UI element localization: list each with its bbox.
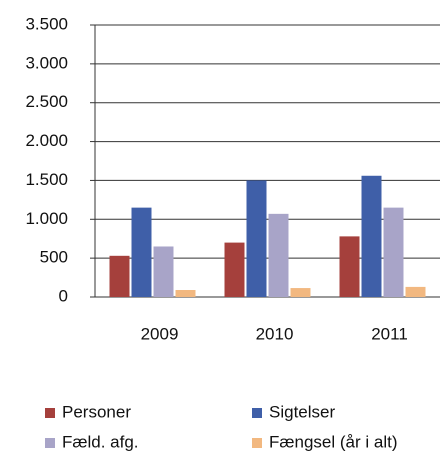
bar <box>224 242 245 297</box>
legend-marker <box>252 408 262 418</box>
legend-label: Personer <box>62 402 131 421</box>
y-tick-label: 3.000 <box>25 53 68 72</box>
bar <box>290 288 311 297</box>
legend-marker <box>252 438 262 448</box>
legend-label: Fængsel (år i alt) <box>269 432 397 451</box>
y-tick-label: 500 <box>40 248 68 267</box>
x-tick-label: 2011 <box>371 324 408 343</box>
bar <box>109 255 130 297</box>
legend-label: Fæld. afg. <box>62 432 139 451</box>
bar <box>131 207 152 297</box>
y-tick-label: 2.000 <box>25 131 68 150</box>
y-tick-label: 3.500 <box>25 14 68 33</box>
bar <box>339 236 360 297</box>
y-tick-label: 1.500 <box>25 170 68 189</box>
y-tick-label: 1.000 <box>25 209 68 228</box>
x-tick-label: 2009 <box>141 324 179 343</box>
bar <box>175 290 196 297</box>
y-tick-label: 2.500 <box>25 92 68 111</box>
bar <box>153 246 174 297</box>
bar <box>383 207 404 297</box>
legend-marker <box>45 438 55 448</box>
bar <box>268 213 289 297</box>
y-tick-label: 0 <box>59 286 68 305</box>
bar <box>246 180 267 297</box>
bar <box>405 286 426 297</box>
x-tick-label: 2010 <box>256 324 294 343</box>
legend-label: Sigtelser <box>269 402 335 421</box>
legend-marker <box>45 408 55 418</box>
bar <box>361 175 382 297</box>
